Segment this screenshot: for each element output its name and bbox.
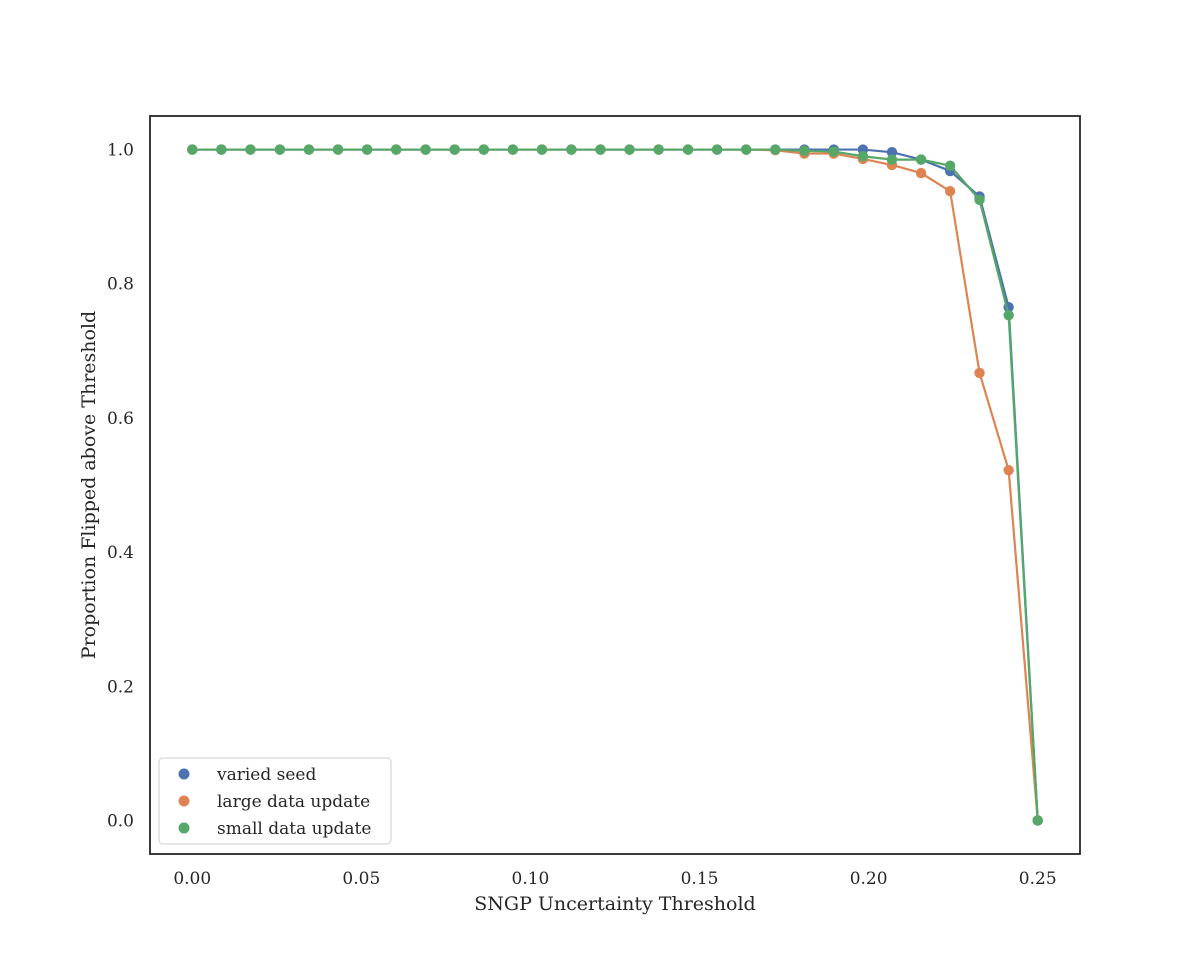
y-axis-label: Proportion Flipped above Threshold [78,311,100,659]
data-point [974,367,985,379]
data-point [770,144,781,155]
data-point [886,147,898,158]
data-point [245,144,256,155]
x-tick-label: 0.25 [1019,869,1057,889]
x-tick-label: 0.20 [850,869,888,889]
y-tick-label: 0.6 [107,409,134,429]
data-point [449,144,460,155]
data-point [944,185,956,197]
series-large-data-update [187,144,1043,826]
y-tick-label: 0.2 [107,677,134,697]
legend-marker [178,768,190,780]
legend-marker [178,822,190,834]
y-tick-label: 0.0 [107,811,134,831]
x-tick-label: 0.00 [173,869,211,889]
data-point [1032,815,1043,826]
data-point [478,144,489,155]
data-point [886,154,898,165]
data-point [682,144,694,155]
x-tick-label: 0.10 [512,869,550,889]
data-point [303,144,315,155]
legend-box [158,757,392,845]
data-point [1003,310,1014,321]
series-line [192,148,1039,821]
data-point [361,144,373,155]
series-small-data-update [187,144,1043,826]
data-point [420,144,431,155]
data-point [274,144,286,155]
series-line [192,148,1039,821]
data-point [944,160,956,171]
x-axis-label: SNGP Uncertainty Threshold [474,893,755,915]
data-point [915,167,927,179]
data-point [624,144,635,155]
data-point [332,144,344,155]
data-point [595,144,606,155]
data-point [566,144,577,155]
series-varied-seed [187,144,1043,826]
data-point [711,144,723,155]
data-point [216,144,227,155]
y-tick-label: 1.0 [107,141,134,161]
data-point [390,144,402,155]
data-point [828,146,840,157]
y-tick-label: 0.8 [107,275,134,295]
data-point [507,144,519,155]
legend-label: large data update [217,792,370,812]
series-line [192,148,1039,821]
x-tick-label: 0.05 [342,869,380,889]
data-point [741,144,752,155]
data-point [857,151,869,162]
plot-area-frame [149,115,1081,855]
legend: varied seed large data update small data u… [158,757,392,845]
data-point [799,145,810,157]
data-point [915,154,927,165]
series-layer [187,144,1043,826]
data-point [536,144,548,155]
data-point [187,144,198,155]
data-point [974,194,985,206]
legend-label: small data update [217,819,371,839]
x-tick-label: 0.15 [681,869,719,889]
x-axis-ticks: 0.00 0.05 0.10 0.15 0.20 0.25 [173,869,1056,889]
y-tick-label: 0.4 [107,543,134,563]
legend-marker [178,795,190,807]
legend-label: varied seed [216,765,316,785]
data-point [653,144,664,155]
data-point [1003,465,1014,476]
y-axis-ticks: 0.0 0.2 0.4 0.6 0.8 1.0 [107,141,134,832]
